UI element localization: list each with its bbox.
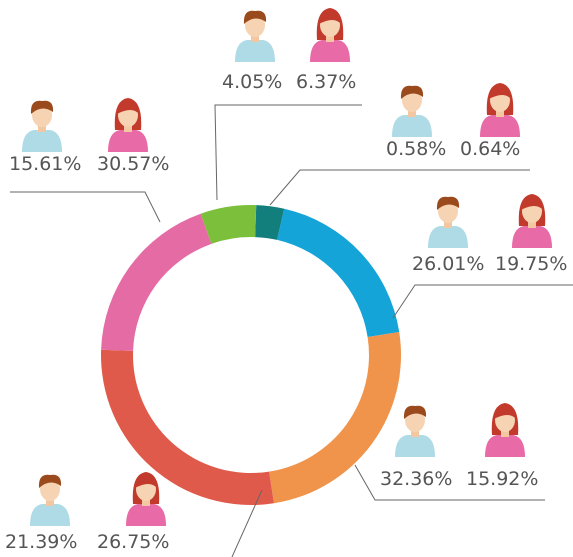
percent-label: 6.37% xyxy=(296,71,356,93)
percent-label: 19.75% xyxy=(495,253,567,275)
male-icon xyxy=(395,406,435,457)
shirt xyxy=(512,226,552,248)
female-icon xyxy=(108,98,148,152)
female-icon xyxy=(310,8,350,62)
leader-line xyxy=(270,170,530,205)
donut-segment xyxy=(101,350,274,505)
female-icon xyxy=(485,403,525,457)
percent-label: 0.58% xyxy=(386,138,446,160)
shirt xyxy=(480,115,520,137)
leader-line xyxy=(10,192,160,222)
male-icon xyxy=(428,197,468,248)
percent-label: 15.61% xyxy=(9,153,81,175)
female-icon xyxy=(126,472,166,526)
shirt xyxy=(22,130,62,152)
percent-label: 30.57% xyxy=(97,153,169,175)
male-icon xyxy=(30,475,70,526)
shirt xyxy=(428,226,468,248)
percent-label: 15.92% xyxy=(466,468,538,490)
percent-label: 4.05% xyxy=(222,71,282,93)
chart: 0.58% 0.64% 26.01% 19.75% 32.36% 15.92% 21.39%… xyxy=(0,0,573,557)
shirt xyxy=(126,504,166,526)
percent-label: 26.01% xyxy=(412,253,484,275)
leader-line xyxy=(215,105,362,200)
female-icon xyxy=(480,83,520,137)
percent-label: 0.64% xyxy=(460,138,520,160)
shirt xyxy=(310,40,350,62)
shirt xyxy=(485,435,525,457)
shirt xyxy=(235,40,275,62)
percent-label: 26.75% xyxy=(97,531,169,553)
male-icon xyxy=(235,11,275,62)
donut-segment xyxy=(101,214,211,351)
shirt xyxy=(392,115,432,137)
female-icon xyxy=(512,194,552,248)
shirt xyxy=(108,130,148,152)
shirt xyxy=(395,435,435,457)
leader-line xyxy=(393,285,573,318)
male-icon xyxy=(22,101,62,152)
male-icon xyxy=(392,86,432,137)
shirt xyxy=(30,504,70,526)
percent-label: 21.39% xyxy=(5,531,77,553)
donut-segment xyxy=(277,209,399,337)
percent-label: 32.36% xyxy=(380,468,452,490)
